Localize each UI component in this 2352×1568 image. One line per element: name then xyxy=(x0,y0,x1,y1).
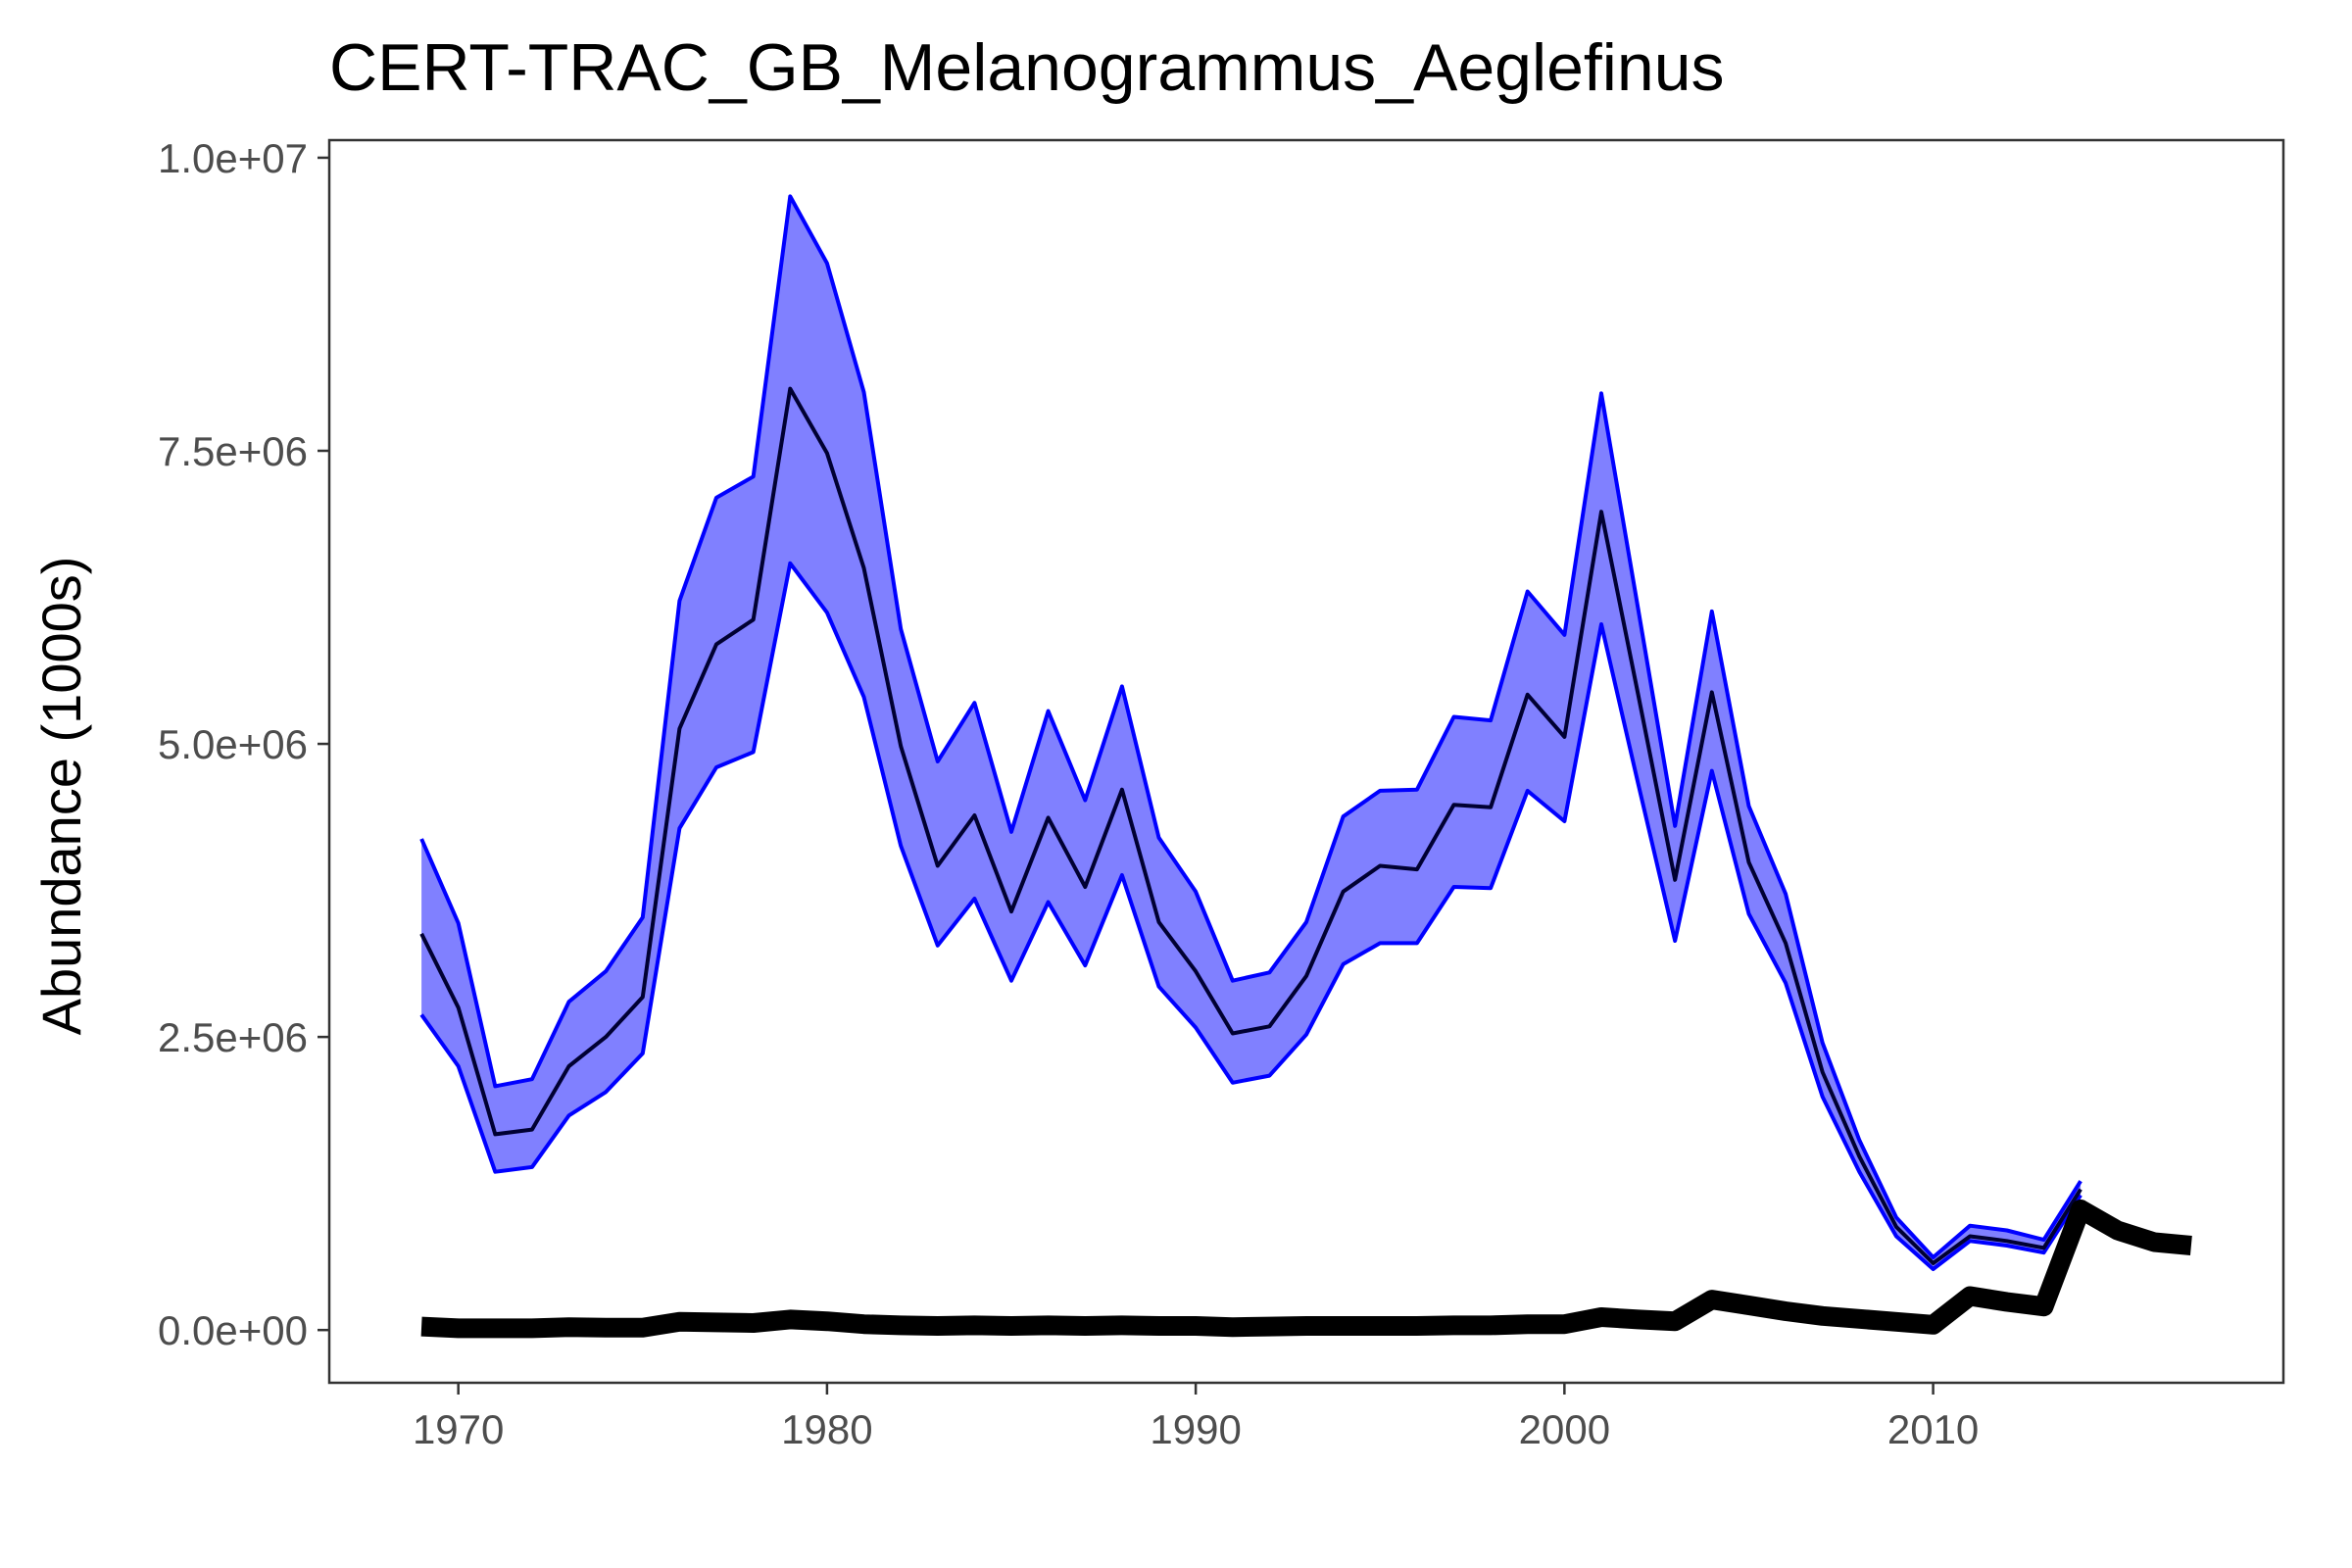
x-tick-label: 1970 xyxy=(413,1406,504,1452)
x-tick-label: 2010 xyxy=(1887,1406,1979,1452)
panel-border xyxy=(327,138,2285,1385)
estimate-line xyxy=(419,386,2082,1265)
x-tick-label: 2000 xyxy=(1519,1406,1610,1452)
x-axis: 1970 1980 1990 2000 2010 xyxy=(413,1383,1979,1452)
lower-bound-line xyxy=(419,561,2082,1271)
chart-title: CERT-TRAC_GB_Melanogrammus_Aeglefinus xyxy=(329,30,1725,105)
plot-layer xyxy=(419,194,2192,1339)
y-axis-title: Abundance (1000s) xyxy=(30,557,92,1036)
x-tick-label: 1980 xyxy=(781,1406,872,1452)
catch-line xyxy=(420,1200,2192,1339)
y-tick-label: 2.5e+06 xyxy=(158,1014,308,1060)
y-tick-label: 1.0e+07 xyxy=(158,135,308,181)
confidence-band xyxy=(421,196,2082,1269)
y-tick-label: 7.5e+06 xyxy=(158,428,308,474)
x-tick-label: 1990 xyxy=(1150,1406,1241,1452)
y-axis: 0.0e+00 2.5e+06 5.0e+06 7.5e+06 1.0e+07 xyxy=(158,135,329,1353)
y-tick-label: 0.0e+00 xyxy=(158,1307,308,1353)
y-tick-label: 5.0e+06 xyxy=(158,721,308,767)
upper-bound-line xyxy=(419,194,2082,1259)
